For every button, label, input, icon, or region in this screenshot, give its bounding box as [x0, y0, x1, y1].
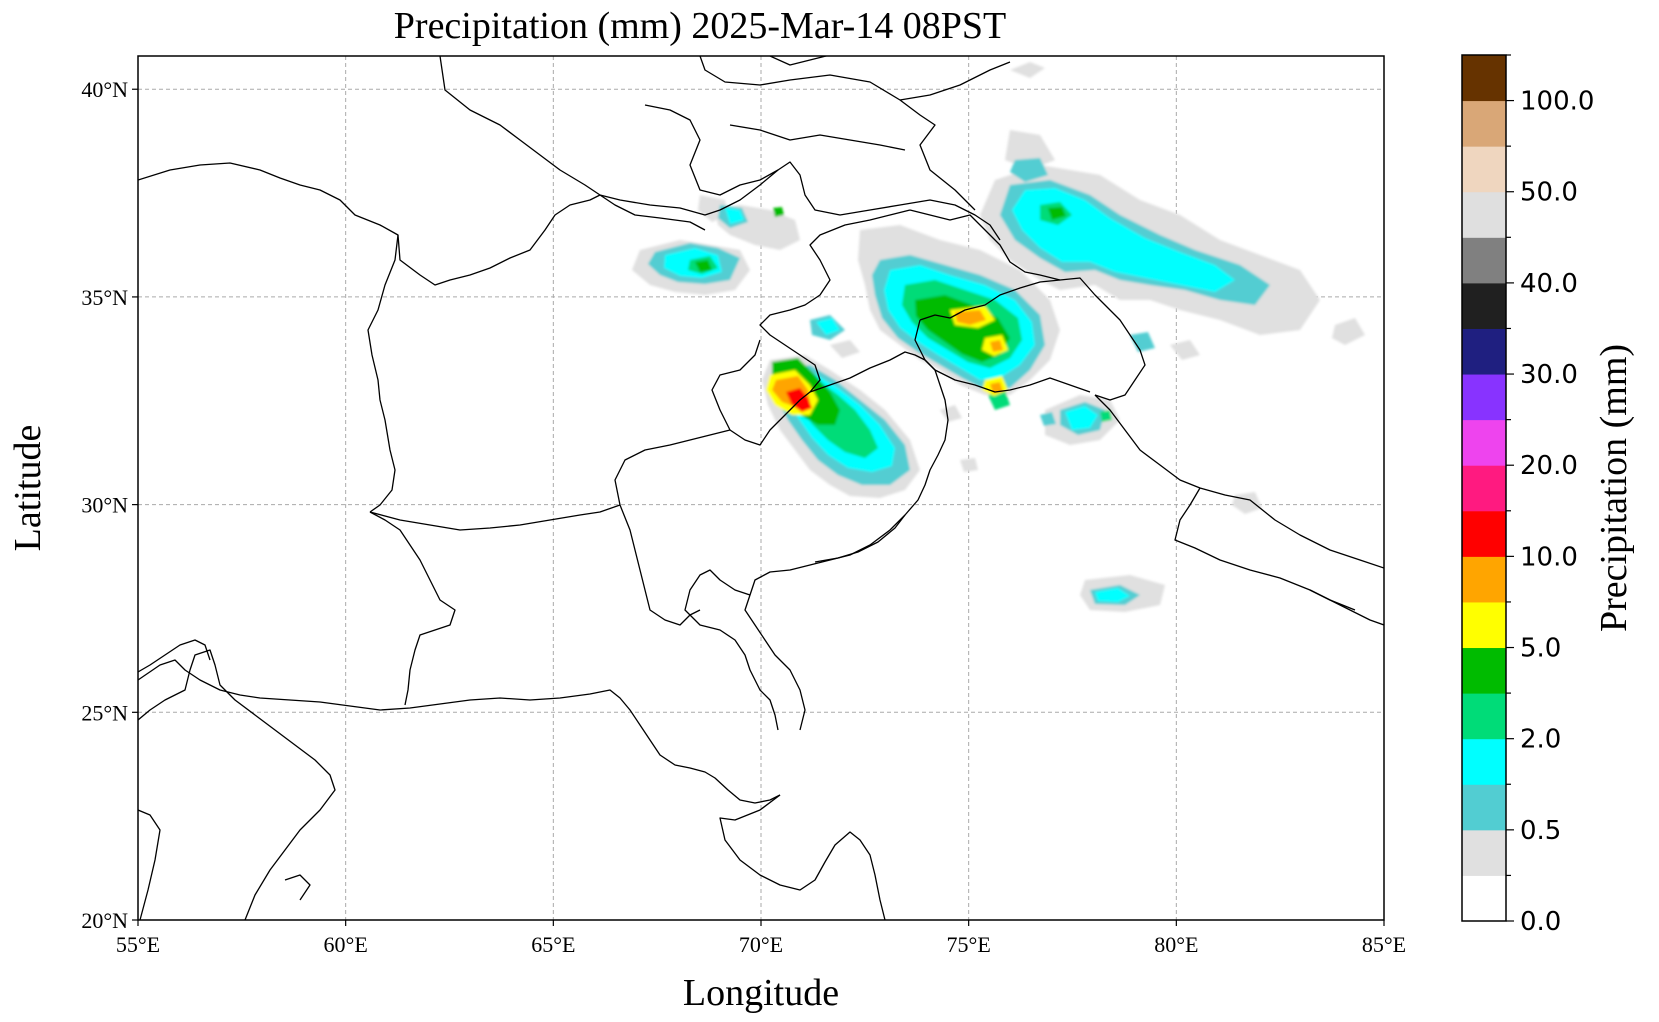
border-india-east [1309, 589, 1356, 611]
border-afghanistan-iran [367, 234, 399, 513]
border-turkmenistan-uzbekistan [439, 56, 706, 231]
colorbar-tick-label: 5.0 [1520, 634, 1561, 664]
border-nepal [1174, 487, 1384, 626]
colorbar-segment [1462, 738, 1506, 785]
precipitation-layer [632, 62, 1365, 612]
colorbar-tick-label: 20.0 [1520, 451, 1578, 481]
lon-tick-label: 70°E [739, 932, 783, 957]
lon-tick-label: 65°E [531, 932, 575, 957]
colorbar-segment [1462, 191, 1506, 238]
lon-tick-label: 75°E [947, 932, 991, 957]
colorbar-segment [1462, 784, 1506, 831]
colorbar-frame [1461, 54, 1507, 922]
colorbar-tick-label: 50.0 [1520, 178, 1578, 208]
precip-10mm [786, 388, 812, 412]
border-iran-pakistan [369, 511, 456, 706]
border-afghanistan-north [599, 161, 1001, 241]
border-india-china [1094, 394, 1384, 569]
lon-tick-label: 85°E [1362, 932, 1406, 957]
lat-ticks: 20°N 25°N 30°N 35°N 40°N [81, 77, 138, 933]
border-afghanistan-inner [711, 339, 761, 431]
border-central-asia-4 [899, 61, 1011, 101]
colorbar-segment [1462, 875, 1506, 922]
lat-tick-label: 40°N [81, 77, 128, 102]
colorbar-tick-label: 0.5 [1520, 816, 1561, 846]
colorbar-segment [1462, 829, 1506, 876]
border-central-asia-2 [699, 56, 976, 211]
border-pakistan-india-double [814, 514, 906, 563]
lat-tick-label: 35°N [81, 285, 128, 310]
colorbar-tick-label: 40.0 [1520, 269, 1578, 299]
colorbar-segment [1462, 419, 1506, 466]
colorbar-segment [1462, 556, 1506, 603]
y-axis-label: Latitude [7, 425, 49, 552]
country-boundaries [138, 56, 1384, 920]
colorbar-tick-label: 0.0 [1520, 907, 1561, 937]
lon-tick-label: 60°E [324, 932, 368, 957]
colorbar-segment [1462, 510, 1506, 557]
colorbar-tick-label: 100.0 [1520, 87, 1594, 117]
coast-iran-pakistan [138, 659, 781, 804]
colorbar-segment [1462, 465, 1506, 512]
coast-oman-south [284, 874, 311, 901]
border-kashmir [909, 209, 1146, 401]
colorbar-segment [1462, 647, 1506, 694]
x-axis-label: Longitude [683, 972, 839, 1014]
coast-uae [138, 639, 211, 673]
border-central-asia-1 [644, 104, 779, 196]
colorbar-segment [1462, 328, 1506, 375]
lat-tick-label: 30°N [81, 493, 128, 518]
colorbar-segment [1462, 282, 1506, 329]
coast-oman [138, 649, 336, 920]
lon-tick-label: 80°E [1154, 932, 1198, 957]
border-afghanistan-pakistan-east [614, 209, 911, 506]
map-panel [137, 55, 1385, 921]
colorbar-segment [1462, 100, 1506, 147]
border-baluchistan-sindh [619, 504, 701, 626]
colorbar-tick-label: 30.0 [1520, 360, 1578, 390]
map-title: Precipitation (mm) 2025-Mar-14 08PST [394, 5, 1006, 47]
colorbar: 0.0 0.5 2.0 5.0 10.0 20.0 30.0 40.0 50.0 100.0 [1461, 54, 1594, 937]
border-loc [914, 319, 1091, 393]
lon-ticks: 55°E 60°E 65°E 70°E 75°E 80°E 85°E [116, 920, 1406, 957]
colorbar-segment [1462, 237, 1506, 284]
coast-gujarat [719, 794, 886, 920]
lat-tick-label: 20°N [81, 908, 128, 933]
colorbar-segment [1462, 693, 1506, 740]
colorbar-tick-label: 10.0 [1520, 542, 1578, 572]
border-iran-turkmenistan [138, 162, 601, 286]
colorbar-label: Precipitation (mm) [1593, 344, 1635, 632]
colorbar-segment [1462, 601, 1506, 649]
colorbar-segment [1462, 374, 1506, 421]
border-afghanistan-pakistan-south [369, 504, 621, 531]
border-kashmir-inner [919, 279, 1061, 321]
lat-tick-label: 25°N [81, 700, 128, 725]
colorbar-segment [1462, 55, 1506, 102]
colorbar-tick-label: 2.0 [1520, 725, 1561, 755]
lon-tick-label: 55°E [116, 932, 160, 957]
colorbar-segment [1462, 146, 1506, 193]
border-sindh [684, 569, 779, 731]
border-central-asia-5 [729, 124, 906, 151]
border-saudi-oman [138, 809, 161, 920]
border-central-asia-3 [769, 56, 829, 66]
